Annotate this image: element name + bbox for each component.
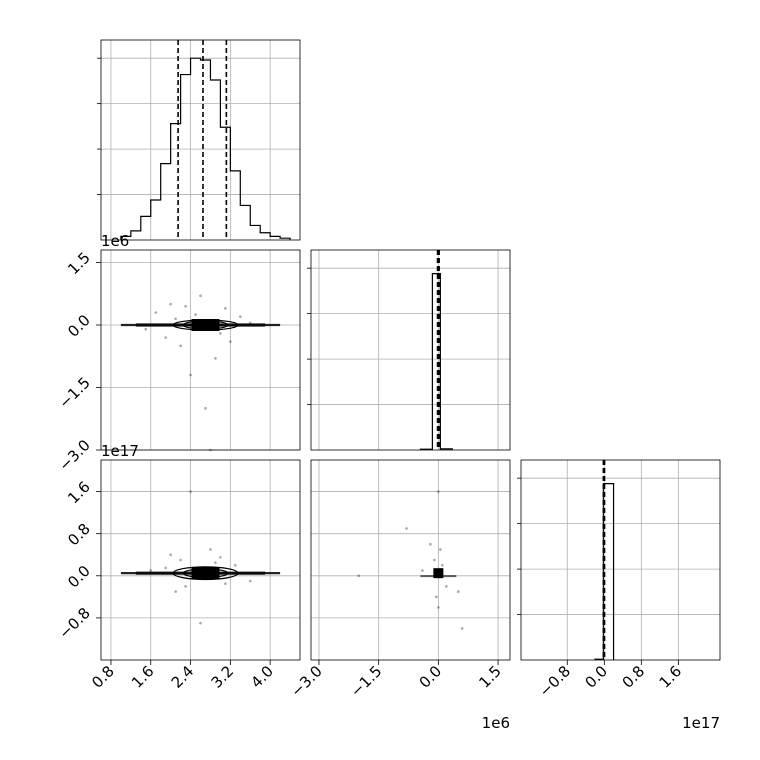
scatter-y-z-point xyxy=(441,563,444,567)
col1-xtick-label: 1.5 xyxy=(475,662,505,692)
scatter-x-z-point xyxy=(189,490,192,493)
hist-y-step-line xyxy=(419,273,453,450)
row1-ytick-label: −3.0 xyxy=(55,436,93,474)
col0-xtick-label: 0.8 xyxy=(88,662,118,692)
row2-ytick-label: 1.6 xyxy=(64,478,94,508)
col2-xtick-label: 0.0 xyxy=(582,662,612,692)
scatter-x-y-panel xyxy=(100,249,301,452)
scatter-x-z-contour xyxy=(192,568,219,578)
scatter-x-z-point xyxy=(179,558,182,562)
row1-ytick-label: 1.5 xyxy=(64,249,94,279)
scatter-x-y-point xyxy=(144,327,148,331)
scatter-y-z-density-core xyxy=(433,568,444,579)
scatter-x-z-point xyxy=(248,579,252,583)
hist-x-panel xyxy=(97,39,301,241)
scatter-x-y-contour xyxy=(192,320,219,330)
scatter-x-z-point xyxy=(214,561,217,564)
scatter-x-z-point xyxy=(174,590,177,593)
scatter-y-z-point xyxy=(437,490,440,493)
scatter-x-y-point xyxy=(189,373,192,377)
scatter-y-z-point xyxy=(445,585,448,588)
scatter-y-z-point xyxy=(421,569,424,572)
scatter-y-z-point xyxy=(460,627,464,630)
scatter-x-z-point xyxy=(149,569,153,572)
scatter-x-z-point xyxy=(169,553,172,557)
scatter-x-z-point xyxy=(219,556,222,559)
col2-xtick-label: 1.6 xyxy=(656,662,686,692)
scatter-x-y-point xyxy=(219,332,222,335)
scatter-x-y-point xyxy=(169,302,172,306)
hist-z-panel xyxy=(517,459,721,661)
row1-ytick-label: −1.5 xyxy=(55,374,93,412)
scatter-x-y-frame xyxy=(100,249,301,451)
scatter-x-z-point xyxy=(164,566,167,570)
col0-xtick-label: 1.6 xyxy=(128,662,158,692)
row2-ytick-label: 0.0 xyxy=(64,562,94,592)
scatter-y-z-panel xyxy=(310,459,511,661)
scatter-y-z-point xyxy=(429,542,432,546)
scatter-x-y-contour xyxy=(172,319,239,331)
col0-xtick-label: 2.4 xyxy=(168,662,198,692)
scatter-y-z-point xyxy=(435,595,438,599)
row2-ytick-label: −0.8 xyxy=(55,604,93,642)
scatter-y-z-point xyxy=(357,574,361,578)
hist-x-step-line xyxy=(120,57,291,240)
col1-xtick-label: 0.0 xyxy=(416,662,446,692)
scatter-x-y-point xyxy=(199,294,202,298)
scatter-x-y-point xyxy=(204,407,207,410)
hist-y-frame xyxy=(310,249,511,451)
scatter-x-z-frame xyxy=(100,459,301,661)
scatter-x-z-point xyxy=(209,548,212,551)
scatter-x-z-point xyxy=(234,563,237,567)
scatter-y-z-point xyxy=(437,606,440,609)
col0-xtick-label: 4.0 xyxy=(247,662,277,692)
row1-ytick-label: 0.0 xyxy=(64,311,94,341)
col1-xtick-label: −3.0 xyxy=(287,662,325,700)
hist-y-panel xyxy=(307,249,511,451)
hist-z-step-line xyxy=(594,483,615,660)
scatter-y-z-point xyxy=(439,548,442,551)
scatter-y-z-point xyxy=(405,527,408,530)
scatter-x-y-point xyxy=(174,317,177,321)
scatter-y-z-point xyxy=(456,590,460,593)
scatter-x-y-point xyxy=(224,307,227,310)
scatter-y-z-frame xyxy=(310,459,511,661)
col1-xtick-label: −1.5 xyxy=(347,662,385,700)
col1-offset-label: 1e6 xyxy=(482,714,510,732)
scatter-x-y-point xyxy=(229,340,232,343)
col2-offset-label: 1e17 xyxy=(682,714,720,732)
scatter-x-z-point xyxy=(184,585,187,588)
scatter-x-z-contour xyxy=(172,566,239,581)
scatter-x-y-point xyxy=(194,313,197,316)
row2-offset-label: 1e17 xyxy=(101,442,139,460)
scatter-x-z-point xyxy=(224,582,227,585)
scatter-x-y-point xyxy=(164,336,167,339)
col0-xtick-label: 3.2 xyxy=(208,662,238,692)
scatter-x-z-panel xyxy=(100,459,301,661)
scatter-x-y-point xyxy=(154,311,158,314)
scatter-x-y-point xyxy=(184,304,187,308)
col2-xtick-label: 0.8 xyxy=(619,662,649,692)
hist-x-frame xyxy=(100,39,301,241)
scatter-x-y-point xyxy=(214,357,217,360)
col2-xtick-label: −0.8 xyxy=(536,662,574,700)
row1-offset-label: 1e6 xyxy=(101,232,129,250)
scatter-x-z-point xyxy=(199,621,202,625)
row2-ytick-label: 0.8 xyxy=(64,520,94,550)
scatter-y-z-point xyxy=(433,558,436,562)
scatter-x-y-point xyxy=(179,344,182,348)
scatter-x-y-point xyxy=(239,315,242,318)
hist-z-frame xyxy=(520,459,721,661)
